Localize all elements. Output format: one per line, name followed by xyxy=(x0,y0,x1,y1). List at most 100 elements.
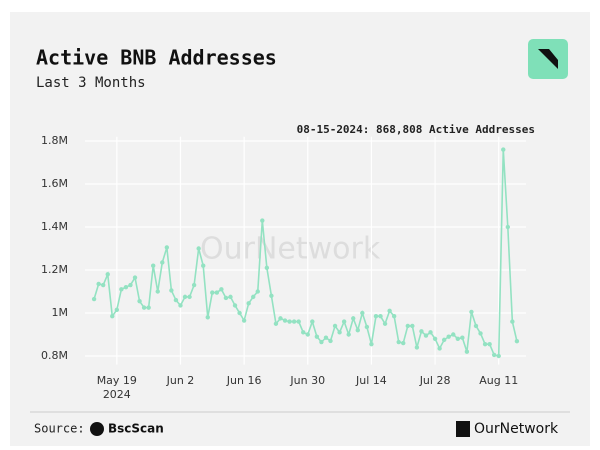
data-point xyxy=(355,328,360,333)
data-point xyxy=(346,332,351,337)
data-point xyxy=(237,310,242,316)
data-point xyxy=(364,324,370,330)
data-point xyxy=(469,309,474,315)
x-tick-label: Jul 28 xyxy=(419,374,451,387)
data-point xyxy=(173,297,179,303)
logo xyxy=(528,39,568,79)
data-point xyxy=(105,272,110,277)
data-point xyxy=(323,335,329,340)
data-point xyxy=(482,341,488,347)
data-point xyxy=(301,330,306,335)
data-point xyxy=(191,282,197,288)
data-point xyxy=(310,319,315,324)
data-point xyxy=(314,334,320,339)
data-point xyxy=(369,341,374,347)
data-point xyxy=(160,260,165,265)
data-point xyxy=(337,330,342,335)
data-point xyxy=(278,316,283,321)
y-tick-label: 1M xyxy=(52,306,69,319)
y-tick-label: 1.6M xyxy=(41,177,68,190)
data-point xyxy=(287,319,292,324)
data-point xyxy=(205,315,210,320)
data-point xyxy=(373,314,379,319)
data-point xyxy=(201,263,206,268)
data-point xyxy=(382,321,388,326)
x-tick-label: Jun 16 xyxy=(226,374,262,387)
data-point xyxy=(187,294,192,300)
data-point xyxy=(328,338,333,344)
y-tick-label: 0.8M xyxy=(41,349,68,362)
data-point xyxy=(196,246,201,251)
data-point xyxy=(360,310,365,316)
source-name: BscScan xyxy=(108,422,164,436)
data-point xyxy=(100,282,106,288)
data-point xyxy=(251,294,256,300)
x-year-label: 2024 xyxy=(103,388,131,401)
data-point xyxy=(405,323,410,329)
data-point xyxy=(141,305,147,310)
annotation: 08-15-2024: 868,808 Active Addresses xyxy=(297,123,535,136)
data-point xyxy=(169,288,174,293)
data-point xyxy=(428,330,433,335)
data-point xyxy=(232,303,238,308)
data-point xyxy=(264,265,270,271)
data-point xyxy=(332,323,338,329)
data-point xyxy=(155,289,160,294)
data-point xyxy=(91,296,97,302)
x-tick-label: May 19 xyxy=(97,374,137,387)
source-icon xyxy=(90,422,104,436)
chart-subtitle: Last 3 Months xyxy=(36,75,146,91)
data-point xyxy=(319,339,324,345)
y-tick-label: 1.4M xyxy=(41,220,68,233)
brand-icon xyxy=(456,421,470,437)
data-point xyxy=(487,341,492,347)
data-point xyxy=(282,318,288,323)
data-point xyxy=(305,332,310,337)
data-point xyxy=(182,294,188,300)
data-point xyxy=(419,329,424,334)
data-point xyxy=(291,319,297,324)
data-point xyxy=(273,321,279,326)
x-tick-label: Jul 14 xyxy=(355,374,387,387)
data-point xyxy=(464,349,470,354)
data-point xyxy=(451,332,456,337)
x-tick-label: Jun 2 xyxy=(166,374,195,387)
data-point xyxy=(146,305,151,310)
data-point xyxy=(128,282,133,288)
data-point xyxy=(214,290,220,295)
data-point xyxy=(432,336,438,341)
source-label: Source: xyxy=(34,422,85,436)
data-point xyxy=(296,319,301,324)
data-point xyxy=(446,334,451,339)
data-point xyxy=(410,323,415,329)
x-tick-label: Aug 11 xyxy=(479,374,518,387)
data-point xyxy=(351,316,356,321)
logo-mark xyxy=(538,49,558,69)
data-point xyxy=(119,287,124,292)
data-point xyxy=(114,307,120,312)
data-point xyxy=(246,301,251,306)
data-point xyxy=(178,303,183,308)
data-point xyxy=(423,333,429,338)
data-point xyxy=(501,147,506,152)
series-line xyxy=(93,149,518,358)
data-point xyxy=(510,319,515,324)
data-point xyxy=(387,308,392,314)
data-point xyxy=(396,339,401,345)
data-point xyxy=(96,281,101,287)
data-point xyxy=(455,336,461,341)
data-point xyxy=(269,293,274,298)
watermark: OurNetwork xyxy=(200,232,381,267)
data-point xyxy=(223,295,229,301)
data-point xyxy=(460,335,465,340)
data-point xyxy=(123,285,129,290)
data-point xyxy=(514,339,520,344)
data-point xyxy=(164,245,170,250)
data-point xyxy=(414,345,420,350)
brand-name: OurNetwork xyxy=(474,421,559,437)
data-point xyxy=(496,353,501,359)
data-point xyxy=(228,294,233,300)
y-tick-label: 1.2M xyxy=(41,263,68,276)
x-tick-label: Jun 30 xyxy=(289,374,325,387)
